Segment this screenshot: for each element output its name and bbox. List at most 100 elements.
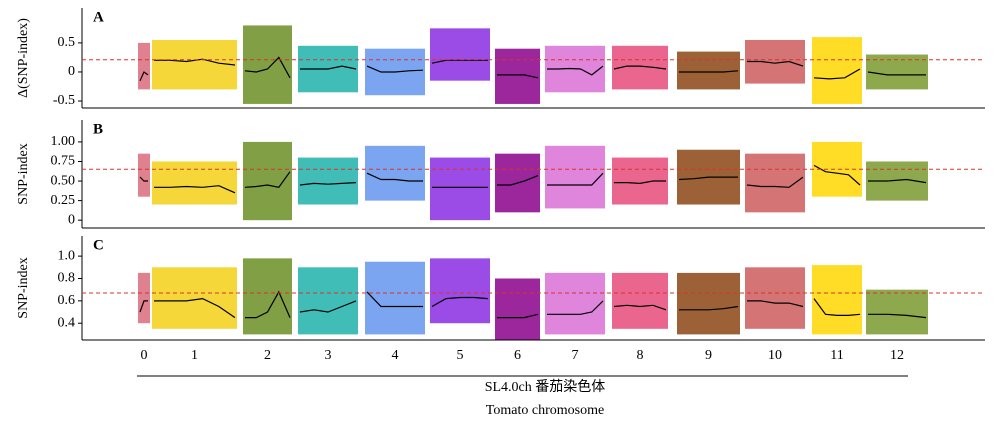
snp-cloud — [298, 267, 358, 335]
smooth-line — [154, 297, 236, 319]
snp-cloud — [612, 272, 668, 329]
smooth-line — [813, 164, 861, 186]
snp-cloud — [152, 39, 237, 90]
smooth-line — [613, 65, 667, 70]
smooth-line — [244, 56, 291, 79]
smooth-line — [300, 65, 357, 70]
x-axis-sublabel: Tomato chromosome — [486, 403, 604, 418]
smooth-line — [547, 65, 604, 76]
snp-cloud — [298, 157, 358, 205]
smooth-line — [497, 74, 539, 79]
y-tick-label: 0.4 — [58, 315, 76, 330]
y-tick-label: 0.75 — [51, 154, 76, 169]
snp-cloud — [430, 258, 490, 324]
smooth-line — [868, 178, 927, 184]
snp-cloud — [545, 272, 605, 335]
smooth-line — [154, 58, 236, 66]
smooth-line — [547, 172, 604, 186]
y-tick-label: 1.0 — [58, 248, 76, 263]
snp-cloud — [866, 289, 928, 335]
snp-cloud — [243, 25, 292, 104]
smooth-line — [813, 298, 861, 316]
smooth-line — [139, 300, 148, 313]
snp-cloud — [138, 42, 150, 90]
smooth-line — [366, 65, 424, 73]
smooth-line — [299, 182, 357, 186]
snp-cloud — [545, 145, 605, 209]
panel-label: C — [93, 237, 104, 253]
y-axis-label: Δ(SNP-index) — [16, 18, 31, 98]
smooth-line — [813, 68, 861, 80]
snp-cloud — [495, 278, 540, 340]
snp-cloud — [745, 267, 805, 329]
snp-cloud — [138, 153, 150, 197]
y-tick-label: 0.6 — [58, 293, 76, 308]
smooth-line — [547, 300, 604, 315]
y-tick-label: 0 — [68, 64, 75, 79]
smooth-line — [746, 176, 804, 188]
y-tick-label: 0 — [68, 212, 75, 227]
snp-cloud — [812, 37, 862, 104]
x-tick-label: 6 — [514, 348, 521, 363]
x-axis-label: SL4.0ch 番茄染色体 — [485, 378, 606, 395]
snp-cloud — [243, 141, 292, 221]
smooth-line — [747, 60, 804, 67]
smooth-line — [244, 171, 291, 188]
snp-cloud — [812, 265, 862, 335]
x-tick-label: 0 — [141, 348, 148, 363]
y-tick-label: 0.25 — [51, 193, 76, 208]
snp-cloud — [430, 157, 490, 221]
snp-cloud — [430, 28, 490, 81]
snp-cloud — [677, 51, 740, 90]
smooth-line — [245, 290, 291, 319]
smooth-line — [678, 176, 738, 181]
x-tick-label: 2 — [264, 348, 271, 363]
snp-cloud — [243, 258, 292, 335]
smooth-line — [497, 175, 539, 186]
smooth-line — [366, 172, 423, 182]
y-tick-label: 0.5 — [58, 35, 76, 50]
y-tick-label: 1.00 — [51, 134, 76, 149]
panel-label: B — [93, 121, 103, 137]
y-axis-label: SNP-index — [16, 257, 31, 318]
smooth-line — [299, 300, 357, 313]
smooth-line — [679, 70, 739, 73]
panel-label: A — [93, 9, 104, 25]
smooth-line — [868, 313, 927, 319]
x-tick-label: 4 — [392, 348, 399, 363]
x-tick-label: 1 — [191, 348, 198, 363]
snp-cloud — [677, 272, 740, 335]
smooth-line — [613, 304, 667, 311]
smooth-line — [139, 176, 148, 182]
y-axis-label: SNP-index — [16, 143, 31, 204]
smooth-line — [366, 291, 423, 308]
x-tick-label: 8 — [637, 348, 644, 363]
smooth-line — [431, 59, 488, 64]
smooth-line — [614, 180, 666, 185]
snp-cloud — [152, 161, 237, 205]
snp-cloud — [866, 54, 928, 90]
x-tick-label: 7 — [572, 348, 579, 363]
smooth-line — [139, 71, 149, 81]
snp-cloud — [745, 153, 805, 213]
snp-cloud — [365, 261, 425, 335]
x-tick-label: 10 — [768, 348, 782, 363]
smooth-line — [679, 305, 739, 311]
snp-cloud — [365, 145, 425, 201]
y-tick-label: -0.5 — [53, 93, 75, 108]
snp-cloud — [138, 272, 150, 324]
x-tick-label: 11 — [830, 348, 843, 363]
y-tick-label: 0.50 — [51, 173, 76, 188]
x-tick-label: 12 — [890, 348, 904, 363]
x-tick-label: 5 — [457, 348, 464, 363]
smooth-line — [497, 313, 539, 319]
x-tick-label: 9 — [705, 348, 712, 363]
smooth-line — [431, 296, 489, 308]
y-tick-label: 0.8 — [58, 271, 76, 286]
smooth-line — [747, 300, 804, 308]
smooth-line — [867, 71, 926, 76]
x-tick-label: 3 — [325, 348, 332, 363]
smooth-line — [154, 185, 236, 194]
snp-cloud — [152, 267, 237, 329]
